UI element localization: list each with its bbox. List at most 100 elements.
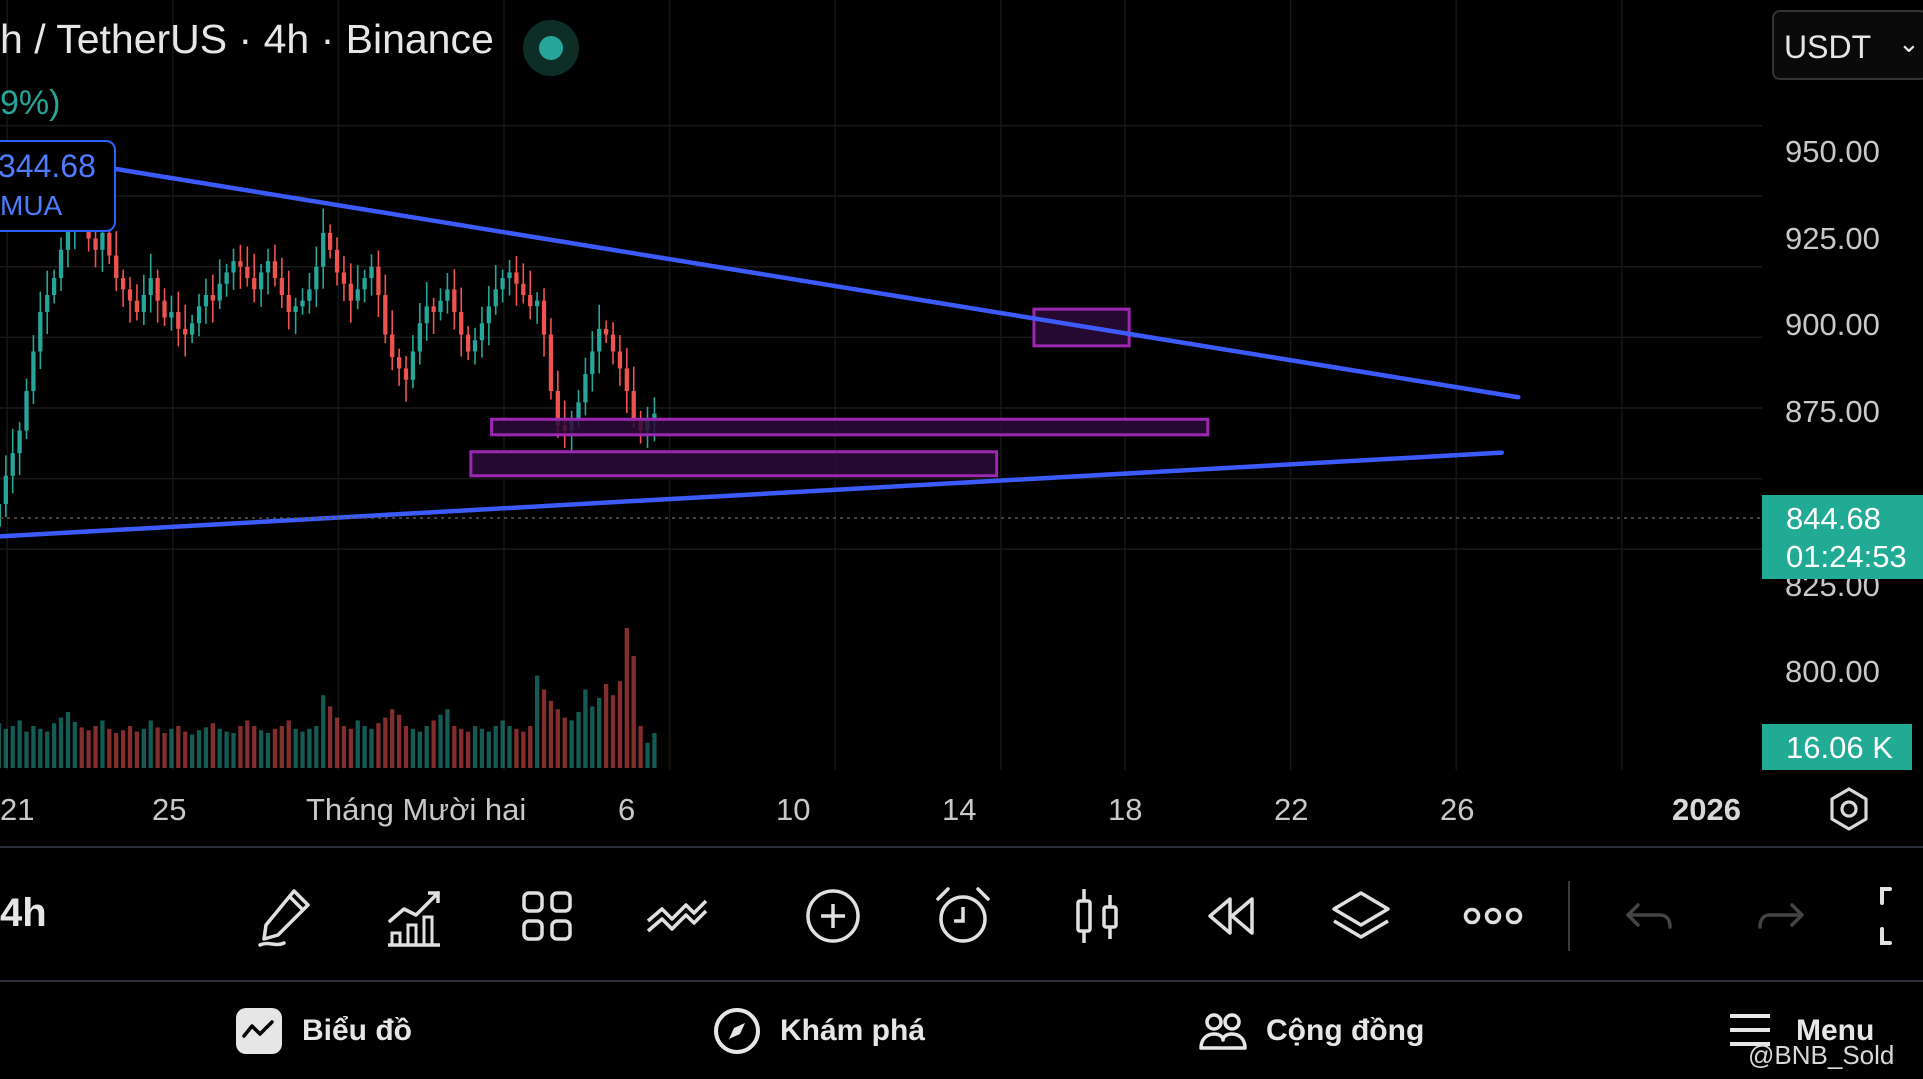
candle-body xyxy=(624,368,629,392)
volume-bar xyxy=(327,706,333,768)
candle-body xyxy=(528,295,533,307)
volume-bar xyxy=(86,730,91,768)
currency-select[interactable]: USDT ⌄ xyxy=(1772,10,1923,80)
timeframe-button[interactable]: 4h xyxy=(0,891,47,935)
candle-body xyxy=(31,351,36,392)
candle-body xyxy=(252,278,257,290)
volume-bar xyxy=(431,720,436,768)
candle-body xyxy=(162,300,167,318)
volume-bar xyxy=(134,731,140,768)
more-icon[interactable] xyxy=(1458,881,1528,951)
currency-value: USDT xyxy=(1784,29,1872,65)
candle-body xyxy=(38,311,43,352)
candle-body xyxy=(127,289,133,301)
replay-icon[interactable] xyxy=(1194,881,1264,951)
candle-body xyxy=(465,334,471,352)
volume-bar xyxy=(265,733,271,768)
chart-canvas[interactable] xyxy=(0,0,1923,850)
layouts-icon[interactable] xyxy=(512,881,582,951)
volume-bar xyxy=(196,730,202,768)
volume-bar xyxy=(38,728,43,768)
draw-icon[interactable] xyxy=(250,881,320,951)
alert-clock-icon[interactable] xyxy=(928,881,998,951)
chart-type-icon[interactable] xyxy=(1062,881,1132,951)
candle-body xyxy=(10,453,15,476)
candle-body xyxy=(603,328,609,335)
x-tick: 18 xyxy=(1108,792,1143,827)
volume-bar xyxy=(224,731,229,768)
candle-body xyxy=(148,278,153,296)
compare-icon[interactable] xyxy=(642,881,712,951)
market-status-icon[interactable] xyxy=(523,20,579,76)
trendline-upper xyxy=(0,147,1521,400)
candle-body xyxy=(652,413,657,420)
buy-label: MUA xyxy=(0,190,63,221)
volume-bar xyxy=(652,733,657,768)
candle-body xyxy=(355,289,360,301)
candle-body xyxy=(479,323,485,341)
volume-bar xyxy=(272,728,278,768)
volume-bar xyxy=(362,726,367,768)
redo-icon[interactable] xyxy=(1746,881,1816,951)
volume-bar xyxy=(141,728,146,768)
volume-bar xyxy=(445,709,450,768)
candle-body xyxy=(114,255,119,279)
x-tick: 25 xyxy=(152,792,187,827)
volume-bar xyxy=(300,731,305,768)
candle-body xyxy=(100,232,105,250)
last-price-tag: 844.68 01:24:53 xyxy=(1762,495,1923,579)
volume-bar xyxy=(238,726,243,768)
undo-icon[interactable] xyxy=(1614,881,1684,951)
nav-explore-label: Khám phá xyxy=(780,1014,926,1047)
y-tick: 950.00 xyxy=(1785,134,1880,169)
settings-icon[interactable] xyxy=(1826,786,1872,832)
y-tick: 900.00 xyxy=(1785,307,1880,342)
add-icon[interactable] xyxy=(798,881,868,951)
y-tick: 800.00 xyxy=(1785,654,1880,689)
volume-bar xyxy=(203,727,209,768)
volume-bar xyxy=(597,698,602,768)
indicators-icon[interactable] xyxy=(380,881,450,951)
bottom-navigation: Biểu đồ Khám phá Cộng đồng Menu xyxy=(0,982,1923,1079)
candle-body xyxy=(376,266,381,296)
candle-body xyxy=(369,266,374,279)
volume-bar xyxy=(348,728,353,768)
volume-bar xyxy=(314,726,319,768)
volume-bar xyxy=(631,656,636,768)
candle-body xyxy=(307,289,312,301)
candle-body xyxy=(610,334,616,352)
volume-bar xyxy=(321,695,326,768)
layers-icon[interactable] xyxy=(1326,881,1396,951)
candle-body xyxy=(541,300,547,335)
volume-bar xyxy=(114,733,119,768)
volume-bar xyxy=(369,728,374,768)
volume-bar xyxy=(231,733,236,768)
x-tick: Tháng Mười hai xyxy=(306,792,527,827)
zone-top xyxy=(1032,307,1131,348)
menu-icon xyxy=(1730,1014,1770,1046)
volume-bar xyxy=(355,720,360,768)
candle-body xyxy=(500,278,505,290)
volume-bar xyxy=(459,728,464,768)
toolbar-divider xyxy=(1568,881,1570,951)
candle-body xyxy=(576,402,581,420)
candle-body xyxy=(390,334,395,358)
candle-body xyxy=(452,289,457,312)
candle-body xyxy=(169,311,174,318)
candle-body xyxy=(120,278,126,290)
symbol-title[interactable]: h / TetherUS · 4h · Binance xyxy=(0,16,494,62)
candle-body xyxy=(617,351,623,369)
volume-bar xyxy=(65,712,71,768)
volume-bar xyxy=(403,726,409,768)
candle-body xyxy=(183,328,188,335)
candle-body xyxy=(189,323,195,335)
fullscreen-icon[interactable] xyxy=(1872,881,1923,951)
volume-bar xyxy=(45,731,50,768)
nav-community-label: Cộng đồng xyxy=(1266,1014,1425,1047)
price-change-percent: 9%) xyxy=(0,84,61,122)
watermark: @BNB_Sold xyxy=(1748,1040,1895,1070)
buy-button[interactable]: 344.68 MUA xyxy=(0,140,116,232)
candle-body xyxy=(224,272,229,284)
buy-price: 344.68 xyxy=(0,148,96,184)
candle-body xyxy=(459,311,464,335)
